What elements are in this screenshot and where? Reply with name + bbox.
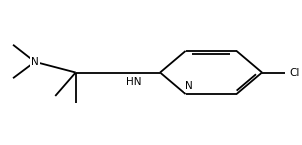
Text: N: N <box>31 57 39 67</box>
Text: Cl: Cl <box>290 68 300 77</box>
Text: HN: HN <box>126 77 142 87</box>
Text: N: N <box>185 81 193 91</box>
